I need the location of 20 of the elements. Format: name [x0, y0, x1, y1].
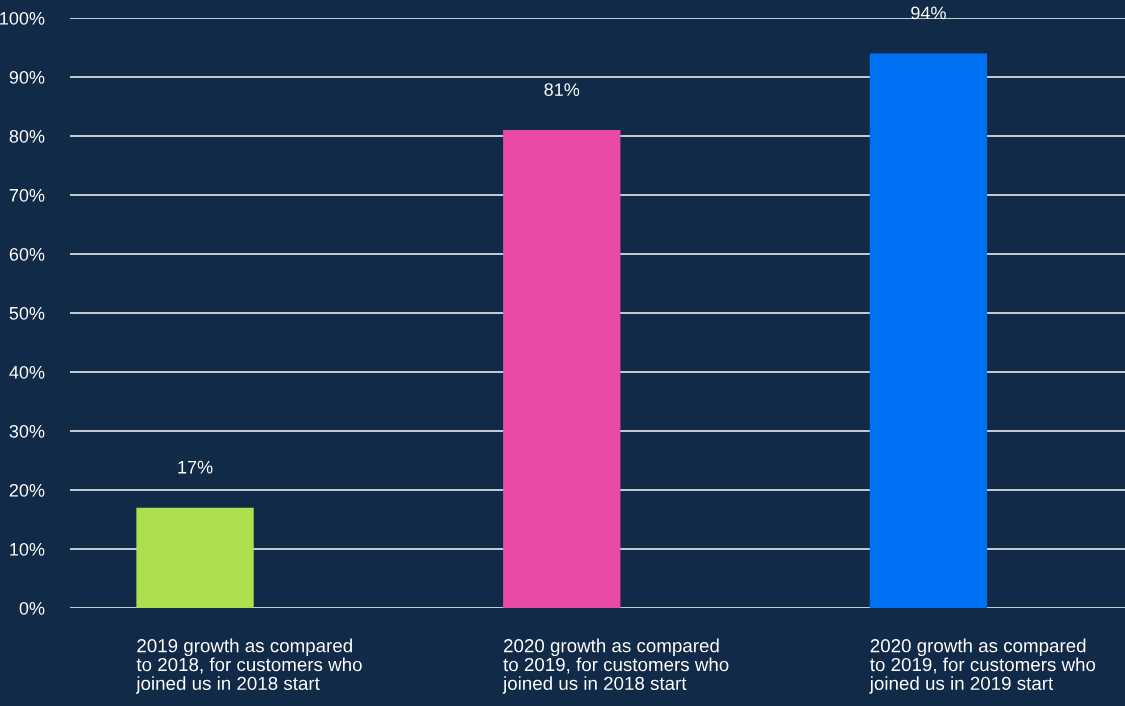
x-tick-label: 2020 growth as compared to 2019, for customers who joined us in 2019 start	[869, 638, 1096, 694]
y-tick-label: 10%	[10, 542, 45, 556]
y-tick-label: 90%	[9, 70, 45, 84]
x-tick-label: 2019 growth as compared to 2018, for customers who joined us in 2018 start	[135, 638, 362, 694]
y-tick-label: 70%	[9, 188, 45, 202]
y-tick-label: 20%	[9, 483, 45, 497]
y-tick-label: 100%	[0, 11, 45, 25]
y-tick-label: 0%	[19, 601, 45, 615]
y-tick-label: 60%	[9, 247, 45, 261]
y-tick-label: 40%	[9, 365, 45, 379]
data-label: 94%	[911, 6, 946, 20]
y-tick-label: 30%	[9, 424, 45, 438]
data-label: 17%	[178, 460, 213, 474]
x-tick-label: 2020 growth as compared to 2019, for customers who joined us in 2018 start	[502, 638, 729, 694]
y-tick-label: 50%	[9, 306, 45, 320]
bar	[503, 130, 621, 608]
bar	[869, 53, 988, 608]
y-tick-label: 80%	[9, 129, 45, 143]
data-label: 81%	[544, 83, 580, 96]
bar	[136, 507, 254, 608]
